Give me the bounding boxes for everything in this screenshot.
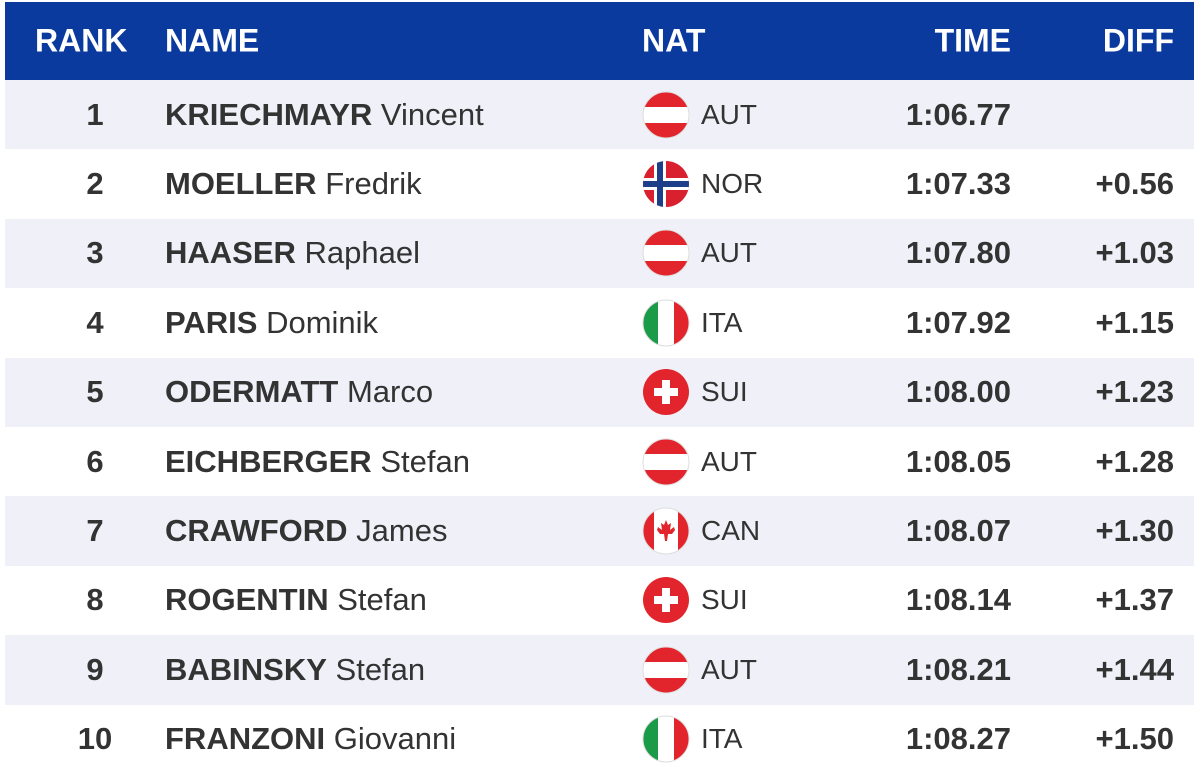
diff: +1.28 — [1095, 443, 1174, 479]
time: 1:08.00 — [905, 374, 1011, 410]
flag — [642, 576, 690, 624]
rank: 6 — [86, 443, 104, 479]
time: 1:08.07 — [905, 513, 1011, 549]
rank: 8 — [86, 582, 104, 618]
row: 4 PARIS Dominik ITA 1:07.92 +1.15 — [5, 288, 1194, 357]
surname: BABINSKY — [165, 651, 327, 687]
athlete-name: CRAWFORD James — [165, 513, 447, 549]
row: 1 KRIECHMAYR Vincent AUT 1:06.77 — [5, 80, 1194, 150]
header-cell: NAT — [642, 22, 706, 59]
nation: AUT — [701, 237, 757, 269]
athlete-name: MOELLER Fredrik — [165, 166, 422, 202]
nation: AUT — [701, 445, 757, 477]
nation: NOR — [701, 168, 764, 200]
diff: +1.50 — [1095, 721, 1174, 757]
nation: SUI — [701, 584, 748, 616]
row: 6 EICHBERGER Stefan AUT 1:08.05 +1.28 — [5, 427, 1194, 496]
surname: ROGENTIN — [165, 582, 329, 618]
surname: FRANZONI — [165, 721, 326, 757]
time: 1:07.92 — [905, 304, 1011, 340]
rank: 10 — [77, 721, 113, 757]
athlete-name: ODERMATT Marco — [165, 374, 433, 410]
time: 1:07.33 — [905, 166, 1011, 202]
nation: ITA — [701, 723, 743, 755]
flag — [642, 438, 690, 486]
given-name: James — [356, 513, 448, 549]
diff: +1.15 — [1095, 304, 1174, 340]
athlete-name: ROGENTIN Stefan — [165, 582, 427, 618]
given-name: Marco — [346, 374, 434, 410]
surname: PARIS — [165, 304, 258, 340]
flag — [642, 646, 690, 694]
athlete-name: EICHBERGER Stefan — [165, 444, 470, 480]
given-name: Vincent — [380, 96, 484, 132]
given-name: Dominik — [266, 304, 379, 340]
diff: +0.56 — [1095, 166, 1174, 202]
flag — [642, 229, 690, 277]
athlete-name: HAASER Raphael — [165, 235, 420, 271]
athlete-name: FRANZONI Giovanni — [165, 721, 456, 757]
rank: 4 — [86, 304, 104, 340]
row: 2 MOELLER Fredrik NOR 1:07.33 +0.56 — [5, 149, 1194, 218]
surname: CRAWFORD — [165, 513, 348, 549]
nation: AUT — [701, 98, 757, 130]
flag — [642, 160, 690, 208]
rank: 1 — [86, 96, 104, 132]
diff: +1.37 — [1095, 582, 1174, 618]
rank: 7 — [86, 513, 104, 549]
surname: HAASER — [165, 235, 296, 271]
diff: +1.44 — [1095, 651, 1174, 687]
time: 1:06.77 — [905, 96, 1011, 132]
rank: 9 — [86, 651, 104, 687]
surname: ODERMATT — [165, 374, 339, 410]
row: 5 ODERMATT Marco SUI 1:08.00 +1.23 — [5, 357, 1194, 427]
nation: AUT — [701, 653, 757, 685]
flag — [642, 507, 690, 555]
row: 3 HAASER Raphael AUT 1:07.80 +1.03 — [5, 218, 1194, 289]
athlete-name: KRIECHMAYR Vincent — [165, 97, 484, 133]
surname: MOELLER — [165, 166, 317, 202]
athlete-name: PARIS Dominik — [165, 305, 378, 341]
nation: ITA — [701, 306, 743, 338]
surname: EICHBERGER — [165, 443, 372, 479]
results-table: RANK NAME NAT TIME DIFF 1 KRIECHMAYR Vinc… — [5, 2, 1194, 774]
diff: +1.23 — [1095, 374, 1174, 410]
given-name: Stefan — [337, 582, 427, 618]
row: 9 BABINSKY Stefan AUT 1:08.21 +1.44 — [5, 635, 1194, 705]
rank: 5 — [86, 374, 104, 410]
given-name: Fredrik — [325, 166, 422, 202]
row: 7 CRAWFORD James CAN 1:08.07 +1.30 — [5, 496, 1194, 566]
diff: +1.30 — [1095, 513, 1174, 549]
nation: SUI — [701, 376, 748, 408]
time: 1:08.05 — [905, 443, 1011, 479]
athlete-name: BABINSKY Stefan — [165, 652, 425, 688]
header-row: RANK NAME NAT TIME DIFF — [5, 2, 1194, 80]
header-cell: NAME — [165, 22, 260, 59]
table-body: 1 KRIECHMAYR Vincent AUT 1:06.77 2 MOELLER F… — [5, 80, 1194, 774]
time: 1:08.21 — [905, 651, 1011, 687]
given-name: Giovanni — [333, 721, 457, 757]
header-cell: RANK — [35, 22, 128, 59]
header-cell: TIME — [934, 22, 1011, 59]
rank: 2 — [86, 166, 104, 202]
given-name: Stefan — [380, 443, 470, 479]
flag — [642, 368, 690, 416]
header-cell: DIFF — [1102, 22, 1174, 59]
diff: +1.03 — [1095, 235, 1174, 271]
row: 8 ROGENTIN Stefan SUI 1:08.14 +1.37 — [5, 566, 1194, 635]
flag — [642, 91, 690, 139]
surname: KRIECHMAYR — [165, 96, 373, 132]
rank: 3 — [86, 235, 104, 271]
given-name: Stefan — [335, 651, 426, 687]
nation: CAN — [701, 515, 761, 547]
time: 1:07.80 — [905, 235, 1011, 271]
time: 1:08.27 — [905, 721, 1011, 757]
row: 10 FRANZONI Giovanni ITA 1:08.27 +1.50 — [5, 705, 1194, 774]
flag — [642, 299, 690, 347]
flag — [642, 715, 690, 763]
time: 1:08.14 — [905, 582, 1011, 618]
given-name: Raphael — [304, 235, 421, 271]
